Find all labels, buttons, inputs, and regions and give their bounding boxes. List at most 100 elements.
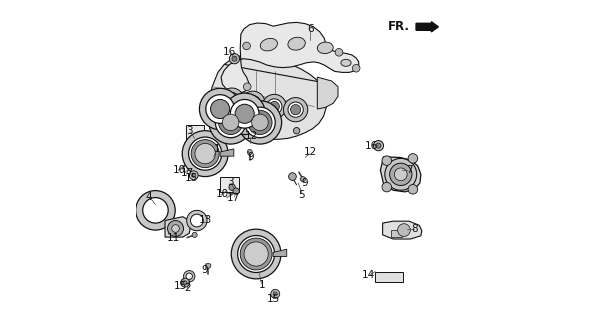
- Circle shape: [195, 143, 215, 164]
- Circle shape: [186, 210, 207, 231]
- Text: 2: 2: [184, 283, 191, 293]
- Circle shape: [394, 168, 407, 181]
- Circle shape: [293, 127, 300, 134]
- Polygon shape: [208, 55, 326, 139]
- Circle shape: [199, 88, 241, 130]
- Circle shape: [235, 104, 254, 123]
- Circle shape: [143, 197, 168, 223]
- Circle shape: [352, 64, 360, 72]
- Circle shape: [220, 88, 244, 112]
- Circle shape: [284, 98, 308, 122]
- Circle shape: [300, 177, 306, 182]
- Circle shape: [335, 49, 343, 56]
- Text: 14: 14: [362, 270, 376, 280]
- Circle shape: [289, 173, 296, 180]
- Text: 16: 16: [365, 141, 378, 151]
- Text: 17: 17: [181, 168, 194, 178]
- Circle shape: [376, 143, 381, 148]
- Circle shape: [290, 105, 301, 115]
- Text: 10: 10: [173, 165, 186, 175]
- Circle shape: [230, 100, 259, 128]
- Text: FR.: FR.: [388, 20, 410, 33]
- Circle shape: [183, 270, 195, 282]
- Circle shape: [229, 184, 235, 190]
- Circle shape: [192, 232, 197, 237]
- Polygon shape: [221, 22, 359, 93]
- Text: 12: 12: [304, 147, 317, 157]
- Circle shape: [206, 95, 234, 123]
- Polygon shape: [375, 272, 403, 282]
- Circle shape: [244, 83, 251, 91]
- Text: 10: 10: [216, 189, 229, 199]
- Circle shape: [209, 101, 253, 144]
- Polygon shape: [165, 217, 191, 237]
- Text: 9: 9: [202, 265, 208, 275]
- Text: 7: 7: [406, 165, 412, 175]
- Polygon shape: [186, 125, 204, 142]
- Text: 3: 3: [186, 126, 192, 136]
- Ellipse shape: [317, 42, 333, 54]
- Circle shape: [224, 92, 240, 108]
- Circle shape: [398, 224, 410, 236]
- Polygon shape: [244, 246, 270, 261]
- Polygon shape: [381, 157, 421, 192]
- Polygon shape: [383, 221, 422, 239]
- Circle shape: [248, 98, 258, 108]
- Circle shape: [408, 154, 418, 163]
- Circle shape: [183, 281, 187, 284]
- Circle shape: [267, 99, 282, 114]
- Circle shape: [248, 110, 272, 134]
- Circle shape: [189, 137, 222, 170]
- Circle shape: [182, 131, 228, 177]
- Circle shape: [192, 173, 196, 177]
- Text: 17: 17: [227, 193, 241, 203]
- Ellipse shape: [260, 38, 277, 51]
- Circle shape: [232, 56, 237, 61]
- Circle shape: [191, 214, 203, 227]
- Polygon shape: [220, 149, 234, 156]
- Circle shape: [382, 156, 392, 165]
- Circle shape: [191, 163, 197, 170]
- Circle shape: [240, 238, 272, 270]
- Text: 1: 1: [214, 144, 220, 154]
- Circle shape: [191, 140, 219, 168]
- Circle shape: [252, 123, 258, 129]
- Bar: [391, 230, 402, 237]
- FancyArrow shape: [416, 22, 438, 32]
- Text: 15: 15: [185, 172, 198, 182]
- Circle shape: [245, 96, 261, 111]
- Circle shape: [242, 42, 250, 50]
- Circle shape: [224, 93, 266, 134]
- Circle shape: [181, 278, 189, 287]
- Circle shape: [231, 229, 281, 279]
- Text: 9: 9: [247, 152, 254, 162]
- Text: 3: 3: [227, 177, 234, 187]
- Circle shape: [245, 107, 276, 138]
- Circle shape: [389, 163, 412, 186]
- Text: 11: 11: [166, 233, 180, 243]
- Circle shape: [168, 220, 183, 236]
- Circle shape: [238, 236, 274, 272]
- Text: 5: 5: [298, 190, 304, 200]
- Circle shape: [269, 101, 280, 112]
- Polygon shape: [273, 249, 287, 257]
- Text: 4: 4: [146, 192, 152, 202]
- Text: 15: 15: [174, 281, 188, 291]
- Circle shape: [373, 140, 384, 151]
- Circle shape: [271, 289, 280, 298]
- Ellipse shape: [341, 59, 351, 66]
- Text: 1: 1: [259, 280, 266, 290]
- Circle shape: [215, 107, 246, 138]
- Text: 12: 12: [244, 131, 258, 141]
- Circle shape: [273, 125, 279, 131]
- Text: 15: 15: [267, 293, 280, 304]
- Ellipse shape: [288, 37, 305, 50]
- Circle shape: [385, 158, 417, 190]
- Circle shape: [230, 53, 240, 64]
- Circle shape: [247, 149, 253, 155]
- Circle shape: [172, 225, 179, 232]
- Circle shape: [273, 292, 277, 296]
- Circle shape: [189, 171, 198, 180]
- Circle shape: [288, 102, 303, 117]
- Circle shape: [227, 95, 237, 105]
